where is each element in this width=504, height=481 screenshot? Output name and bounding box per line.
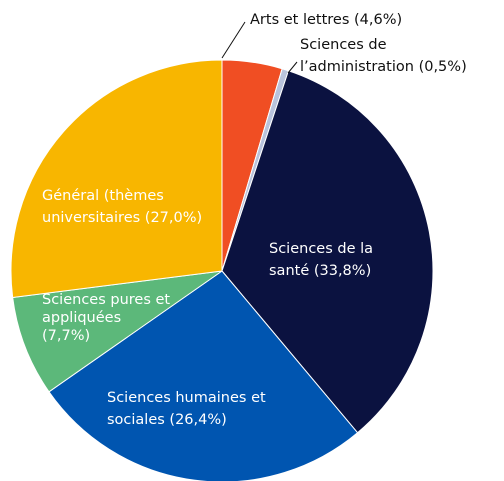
- slice-label: Général (thèmes: [42, 188, 164, 204]
- pie-slice: [12, 270, 223, 393]
- slice-label: appliquées: [42, 310, 121, 326]
- slice-label: universitaires (27,0%): [42, 210, 202, 226]
- slice-label: Sciences de la: [269, 241, 373, 257]
- pie-slice: [221, 70, 434, 434]
- slice-label: Sciences de: [300, 37, 387, 53]
- leader-line: [287, 61, 298, 74]
- slice-label: (7,7%): [42, 328, 90, 344]
- slice-label: santé (33,8%): [269, 263, 371, 279]
- slice-label: Arts et lettres (4,6%): [250, 12, 402, 28]
- slice-label: Sciences humaines et: [107, 390, 266, 406]
- slice-label: l’administration (0,5%): [300, 59, 467, 75]
- pie-slice: [10, 59, 223, 299]
- slice-label: Sciences pures et: [42, 292, 170, 308]
- slice-label: sociales (26,4%): [107, 412, 227, 428]
- leader-line: [221, 21, 246, 59]
- pie-slice: [48, 270, 359, 481]
